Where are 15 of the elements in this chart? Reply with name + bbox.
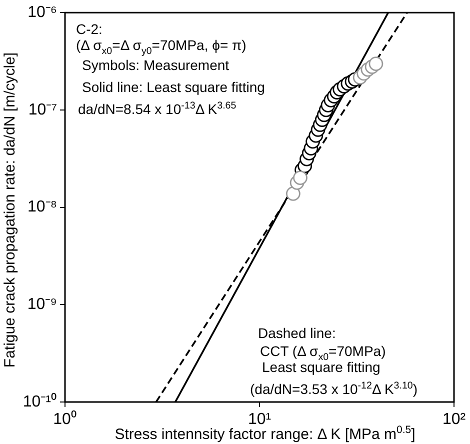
y-tick-label: 10⁻¹⁰ xyxy=(22,392,57,410)
annotation: Solid line: Least square fitting xyxy=(82,79,265,95)
annotation: C-2: xyxy=(76,21,102,37)
y-axis-title: Fatigue crack propagation rate: da/dN [m/cycle] xyxy=(2,52,18,368)
y-tick-label: 10⁻⁶ xyxy=(28,4,57,22)
annotation: Dashed line: xyxy=(258,325,336,341)
x-tick-label: 10² xyxy=(442,411,466,428)
annotation: Symbols: Measurement xyxy=(82,57,230,73)
annotation: da/dN=8.54 x 10$^{-13}$Δ K$^{3.65}$ xyxy=(78,100,236,117)
annotation: (da/dN=3.53 x 10$^{-12}$Δ K$^{3.10}$) xyxy=(250,380,418,397)
y-tick-label: 10⁻⁹ xyxy=(27,296,57,314)
annotation: (Δ σ$_{x0}$=Δ σ$_{y0}$=70MPa, ϕ= π) xyxy=(76,37,246,57)
y-tick-label: 10⁻⁷ xyxy=(28,101,58,118)
y-tick-label: 10⁻⁸ xyxy=(27,198,57,216)
x-tick-label: 10⁰ xyxy=(53,410,77,428)
